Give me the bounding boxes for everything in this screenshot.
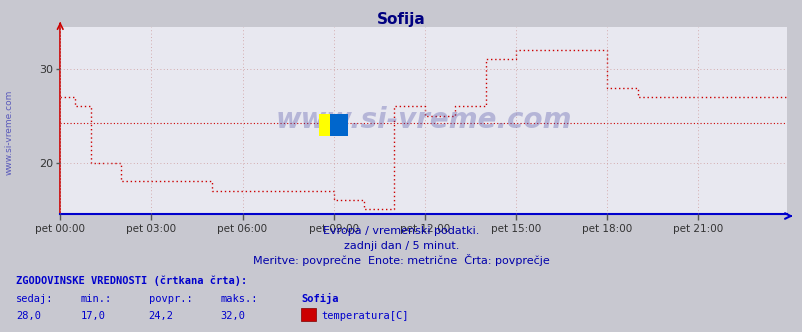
Text: temperatura[C]: temperatura[C] [321,311,408,321]
Text: www.si-vreme.com: www.si-vreme.com [4,90,14,176]
Bar [318,114,337,136]
Text: zadnji dan / 5 minut.: zadnji dan / 5 minut. [343,241,459,251]
Text: ZGODOVINSKE VREDNOSTI (črtkana črta):: ZGODOVINSKE VREDNOSTI (črtkana črta): [16,275,247,286]
Text: Evropa / vremenski podatki.: Evropa / vremenski podatki. [323,226,479,236]
Text: min.:: min.: [80,294,111,304]
Text: 24,2: 24,2 [148,311,173,321]
Text: Sofija: Sofija [377,12,425,27]
Text: povpr.:: povpr.: [148,294,192,304]
Text: sedaj:: sedaj: [16,294,54,304]
Text: Meritve: povprečne  Enote: metrične  Črta: povprečje: Meritve: povprečne Enote: metrične Črta:… [253,254,549,266]
Text: Sofija: Sofija [301,293,338,304]
Text: 28,0: 28,0 [16,311,41,321]
Text: www.si-vreme.com: www.si-vreme.com [275,106,571,134]
Text: maks.:: maks.: [221,294,258,304]
Text: 32,0: 32,0 [221,311,245,321]
Text: 17,0: 17,0 [80,311,105,321]
Bar [330,114,348,136]
